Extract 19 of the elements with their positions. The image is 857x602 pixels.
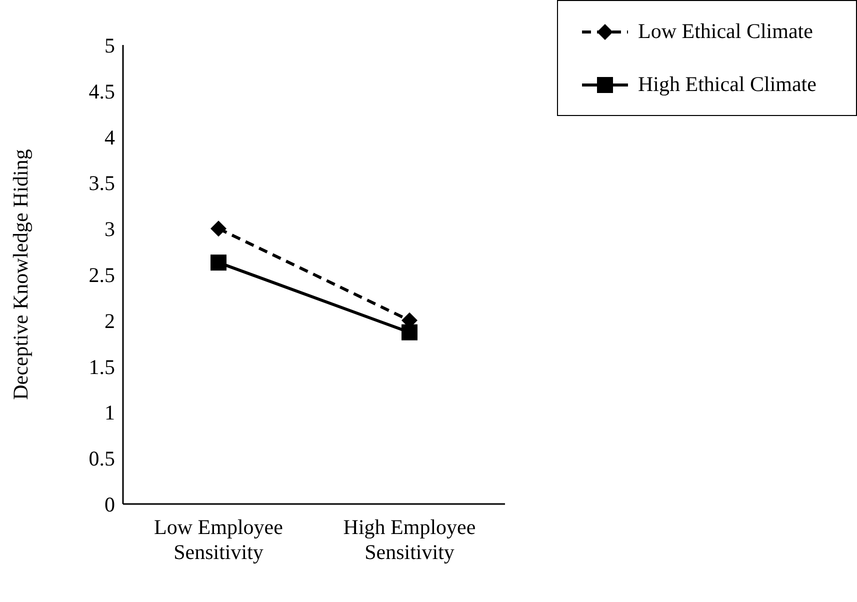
- x-tick-label: Low Employee Sensitivity: [154, 515, 283, 564]
- y-tick-label: 5: [104, 33, 115, 58]
- y-tick-label: 1: [104, 400, 115, 425]
- y-tick-label: 2.5: [88, 262, 115, 287]
- y-tick-label: 0.5: [88, 446, 115, 471]
- y-tick-label: 0: [104, 492, 115, 516]
- point: [402, 324, 418, 340]
- point: [210, 254, 226, 271]
- y-tick-label: 4.5: [88, 79, 115, 104]
- y-axis-title: Deceptive Knowledge Hiding: [8, 148, 32, 400]
- y-tick-label: 1.5: [88, 354, 115, 379]
- y-tick-label: 4: [104, 125, 116, 150]
- y-tick-label: 2: [104, 308, 115, 333]
- legend-label: High Ethical Climate: [638, 72, 816, 97]
- x-tick-label: High Employee Sensitivity: [343, 515, 476, 564]
- y-tick-label: 3.5: [88, 171, 115, 196]
- y-tick-label: 3: [104, 217, 115, 242]
- point: [210, 220, 226, 237]
- legend-label: Low Ethical Climate: [638, 19, 813, 44]
